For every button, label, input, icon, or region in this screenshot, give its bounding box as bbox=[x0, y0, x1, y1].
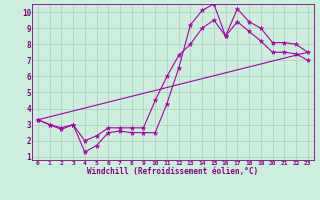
X-axis label: Windchill (Refroidissement éolien,°C): Windchill (Refroidissement éolien,°C) bbox=[87, 167, 258, 176]
